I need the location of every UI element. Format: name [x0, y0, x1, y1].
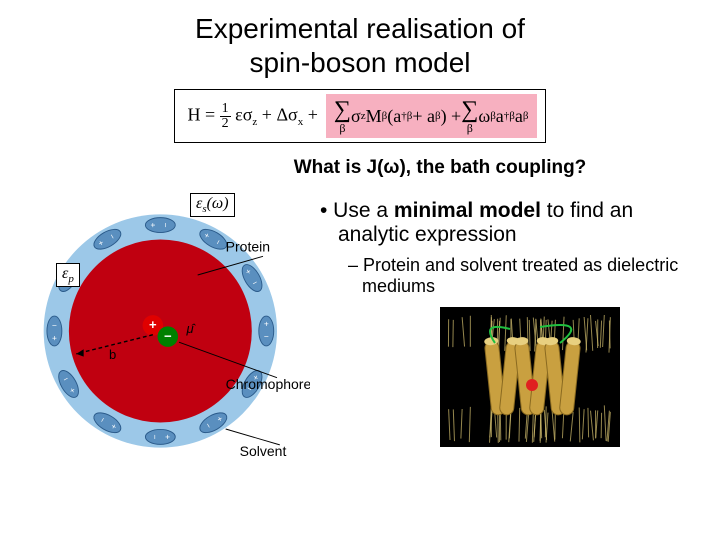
chromophore-diagram: εs(ω) εp +−+−+−+−+−+−+−+−+−+−+−+−+−μ̂bPr…	[0, 191, 310, 476]
svg-text:Chromophore: Chromophore	[226, 376, 310, 392]
slide-title: Experimental realisation of spin-boson m…	[0, 0, 720, 79]
svg-text:−: −	[52, 321, 57, 331]
svg-text:+: +	[52, 334, 57, 344]
membrane-protein-image	[440, 307, 620, 447]
svg-text:−: −	[164, 329, 172, 344]
bullet-sub: – Protein and solvent treated as dielect…	[310, 255, 700, 297]
hamiltonian-equation: H = 12 εσz + Δσx + ∑β σz Mβ (a†β + aβ ) …	[0, 89, 720, 143]
svg-text:Solvent: Solvent	[240, 443, 287, 459]
svg-text:−: −	[161, 223, 171, 228]
svg-text:+: +	[148, 223, 158, 228]
svg-text:+: +	[264, 319, 269, 329]
epsilon-p-label: εp	[56, 263, 80, 287]
svg-text:+: +	[163, 435, 173, 440]
svg-text:−: −	[150, 435, 160, 440]
bullet-main: • Use a minimal model to find an analyti…	[310, 199, 700, 247]
svg-text:Protein: Protein	[226, 239, 270, 255]
epsilon-s-label: εs(ω)	[190, 193, 235, 217]
svg-text:−: −	[264, 332, 269, 342]
svg-text:b: b	[109, 347, 116, 362]
svg-text:+: +	[149, 317, 157, 332]
question-text: What is J(ω), the bath coupling?	[0, 157, 720, 179]
